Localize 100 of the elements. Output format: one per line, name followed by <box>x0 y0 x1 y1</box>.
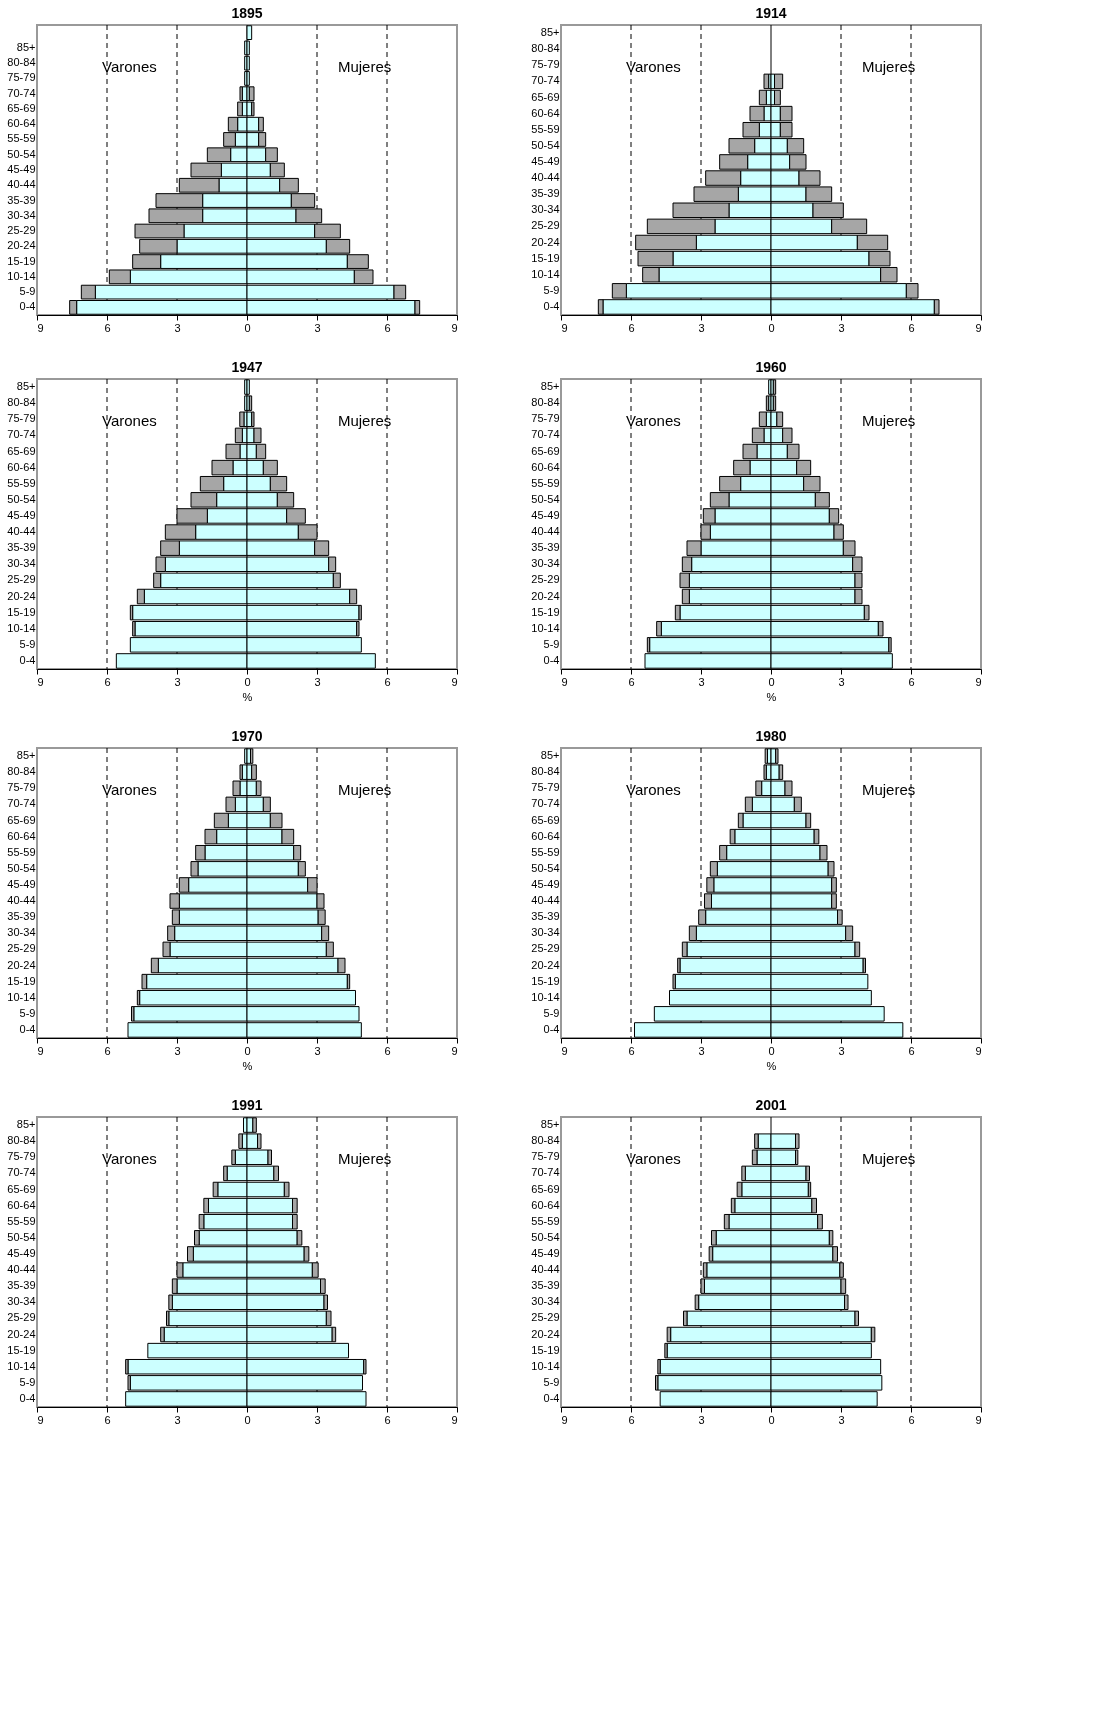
annotation: Varones <box>626 781 681 799</box>
y-tick-label: 75-79 <box>7 1150 36 1163</box>
y-tick-label: 80-84 <box>7 396 36 409</box>
y-tick-label: 25-29 <box>531 1311 560 1324</box>
x-tick-label: 0 <box>768 1413 775 1426</box>
y-tick-label: 15-19 <box>7 974 36 987</box>
y-tick-label: 10-14 <box>531 267 560 280</box>
x-axis-title: % <box>766 1059 777 1072</box>
x-tick-label: 6 <box>628 1413 635 1426</box>
y-tick-label: 75-79 <box>531 781 560 794</box>
y-tick-label: 40-44 <box>531 171 560 184</box>
y-tick-label: 85+ <box>540 26 560 39</box>
y-tick-label: 5-9 <box>19 285 36 298</box>
y-tick-label: 5-9 <box>19 1375 36 1388</box>
x-tick-label: 3 <box>314 321 321 334</box>
y-tick-label: 15-19 <box>531 251 560 264</box>
y-tick-label: 60-64 <box>7 460 36 473</box>
y-tick-label: 70-74 <box>7 797 36 810</box>
x-tick-label: 9 <box>561 1413 568 1426</box>
annotation: Varones <box>626 1150 681 1168</box>
y-tick-label: 15-19 <box>7 1343 36 1356</box>
y-tick-label: 35-39 <box>7 541 36 554</box>
y-tick-label: 50-54 <box>531 1230 560 1243</box>
y-tick-label: 55-59 <box>7 476 36 489</box>
annotation: Mujeres <box>337 1150 392 1168</box>
y-tick-label: 75-79 <box>531 412 560 425</box>
annotation: Mujeres <box>861 58 916 76</box>
y-tick-label: 50-54 <box>531 138 560 151</box>
y-tick-label: 60-64 <box>7 1198 36 1211</box>
y-tick-label: 85+ <box>16 749 36 762</box>
y-tick-label: 45-49 <box>531 508 560 521</box>
x-tick-label: 0 <box>244 321 251 334</box>
y-tick-label: 85+ <box>540 1118 560 1131</box>
y-tick-label: 25-29 <box>531 573 560 586</box>
annotation: Varones <box>102 1150 157 1168</box>
x-tick-label: 6 <box>908 321 915 334</box>
chart-title: 1960 <box>755 358 787 375</box>
y-tick-label: 35-39 <box>531 910 560 923</box>
x-tick-label: 9 <box>975 321 982 334</box>
y-tick-label: 80-84 <box>531 396 560 409</box>
y-tick-label: 50-54 <box>531 861 560 874</box>
y-tick-label: 25-29 <box>7 1311 36 1324</box>
x-tick-label: 9 <box>561 675 568 688</box>
y-tick-label: 50-54 <box>7 861 36 874</box>
y-tick-label: 45-49 <box>7 508 36 521</box>
chart-title: 1947 <box>231 358 263 375</box>
x-tick-label: 9 <box>37 1413 44 1426</box>
y-tick-label: 0-4 <box>19 300 36 313</box>
y-tick-label: 0-4 <box>19 1022 36 1035</box>
y-tick-label: 0-4 <box>543 299 560 312</box>
y-tick-label: 15-19 <box>531 974 560 987</box>
y-tick-label: 45-49 <box>531 154 560 167</box>
y-tick-label: 70-74 <box>7 86 36 99</box>
y-tick-label: 40-44 <box>531 525 560 538</box>
y-tick-label: 25-29 <box>7 942 36 955</box>
y-tick-label: 35-39 <box>531 541 560 554</box>
y-tick-label: 75-79 <box>531 58 560 71</box>
x-tick-label: 3 <box>314 1413 321 1426</box>
x-tick-label: 6 <box>628 321 635 334</box>
y-tick-label: 85+ <box>540 749 560 762</box>
x-tick-label: 6 <box>908 675 915 688</box>
y-tick-label: 75-79 <box>7 412 36 425</box>
y-tick-label: 75-79 <box>7 781 36 794</box>
y-tick-label: 0-4 <box>19 1391 36 1404</box>
y-tick-label: 55-59 <box>531 476 560 489</box>
y-tick-label: 15-19 <box>7 605 36 618</box>
y-tick-label: 25-29 <box>7 224 36 237</box>
x-tick-label: 9 <box>451 675 458 688</box>
annotation: Mujeres <box>337 781 392 799</box>
y-tick-label: 10-14 <box>531 621 560 634</box>
annotation: Varones <box>102 781 157 799</box>
x-tick-label: 0 <box>244 675 251 688</box>
y-tick-label: 60-64 <box>7 117 36 130</box>
y-tick-label: 70-74 <box>531 74 560 87</box>
x-tick-label: 9 <box>561 321 568 334</box>
y-tick-label: 35-39 <box>7 1279 36 1292</box>
annotation: Varones <box>626 58 681 76</box>
y-tick-label: 30-34 <box>531 203 560 216</box>
x-tick-label: 3 <box>838 675 845 688</box>
y-tick-label: 60-64 <box>531 829 560 842</box>
y-tick-label: 30-34 <box>7 557 36 570</box>
y-tick-label: 70-74 <box>7 1166 36 1179</box>
y-tick-label: 30-34 <box>7 208 36 221</box>
x-tick-label: 9 <box>451 1413 458 1426</box>
x-tick-label: 0 <box>768 1044 775 1057</box>
x-tick-label: 3 <box>174 1044 181 1057</box>
y-tick-label: 30-34 <box>7 1295 36 1308</box>
chart-title: 1895 <box>231 4 263 21</box>
y-tick-label: 70-74 <box>531 797 560 810</box>
x-tick-label: 6 <box>384 1044 391 1057</box>
y-tick-label: 65-69 <box>7 101 36 114</box>
y-tick-label: 10-14 <box>7 1359 36 1372</box>
annotation: Mujeres <box>861 1150 916 1168</box>
x-tick-label: 6 <box>104 1044 111 1057</box>
y-tick-label: 30-34 <box>531 1295 560 1308</box>
x-tick-label: 3 <box>838 1044 845 1057</box>
y-tick-label: 55-59 <box>531 1214 560 1227</box>
y-tick-label: 5-9 <box>19 637 36 650</box>
x-tick-label: 6 <box>104 321 111 334</box>
y-tick-label: 70-74 <box>531 428 560 441</box>
